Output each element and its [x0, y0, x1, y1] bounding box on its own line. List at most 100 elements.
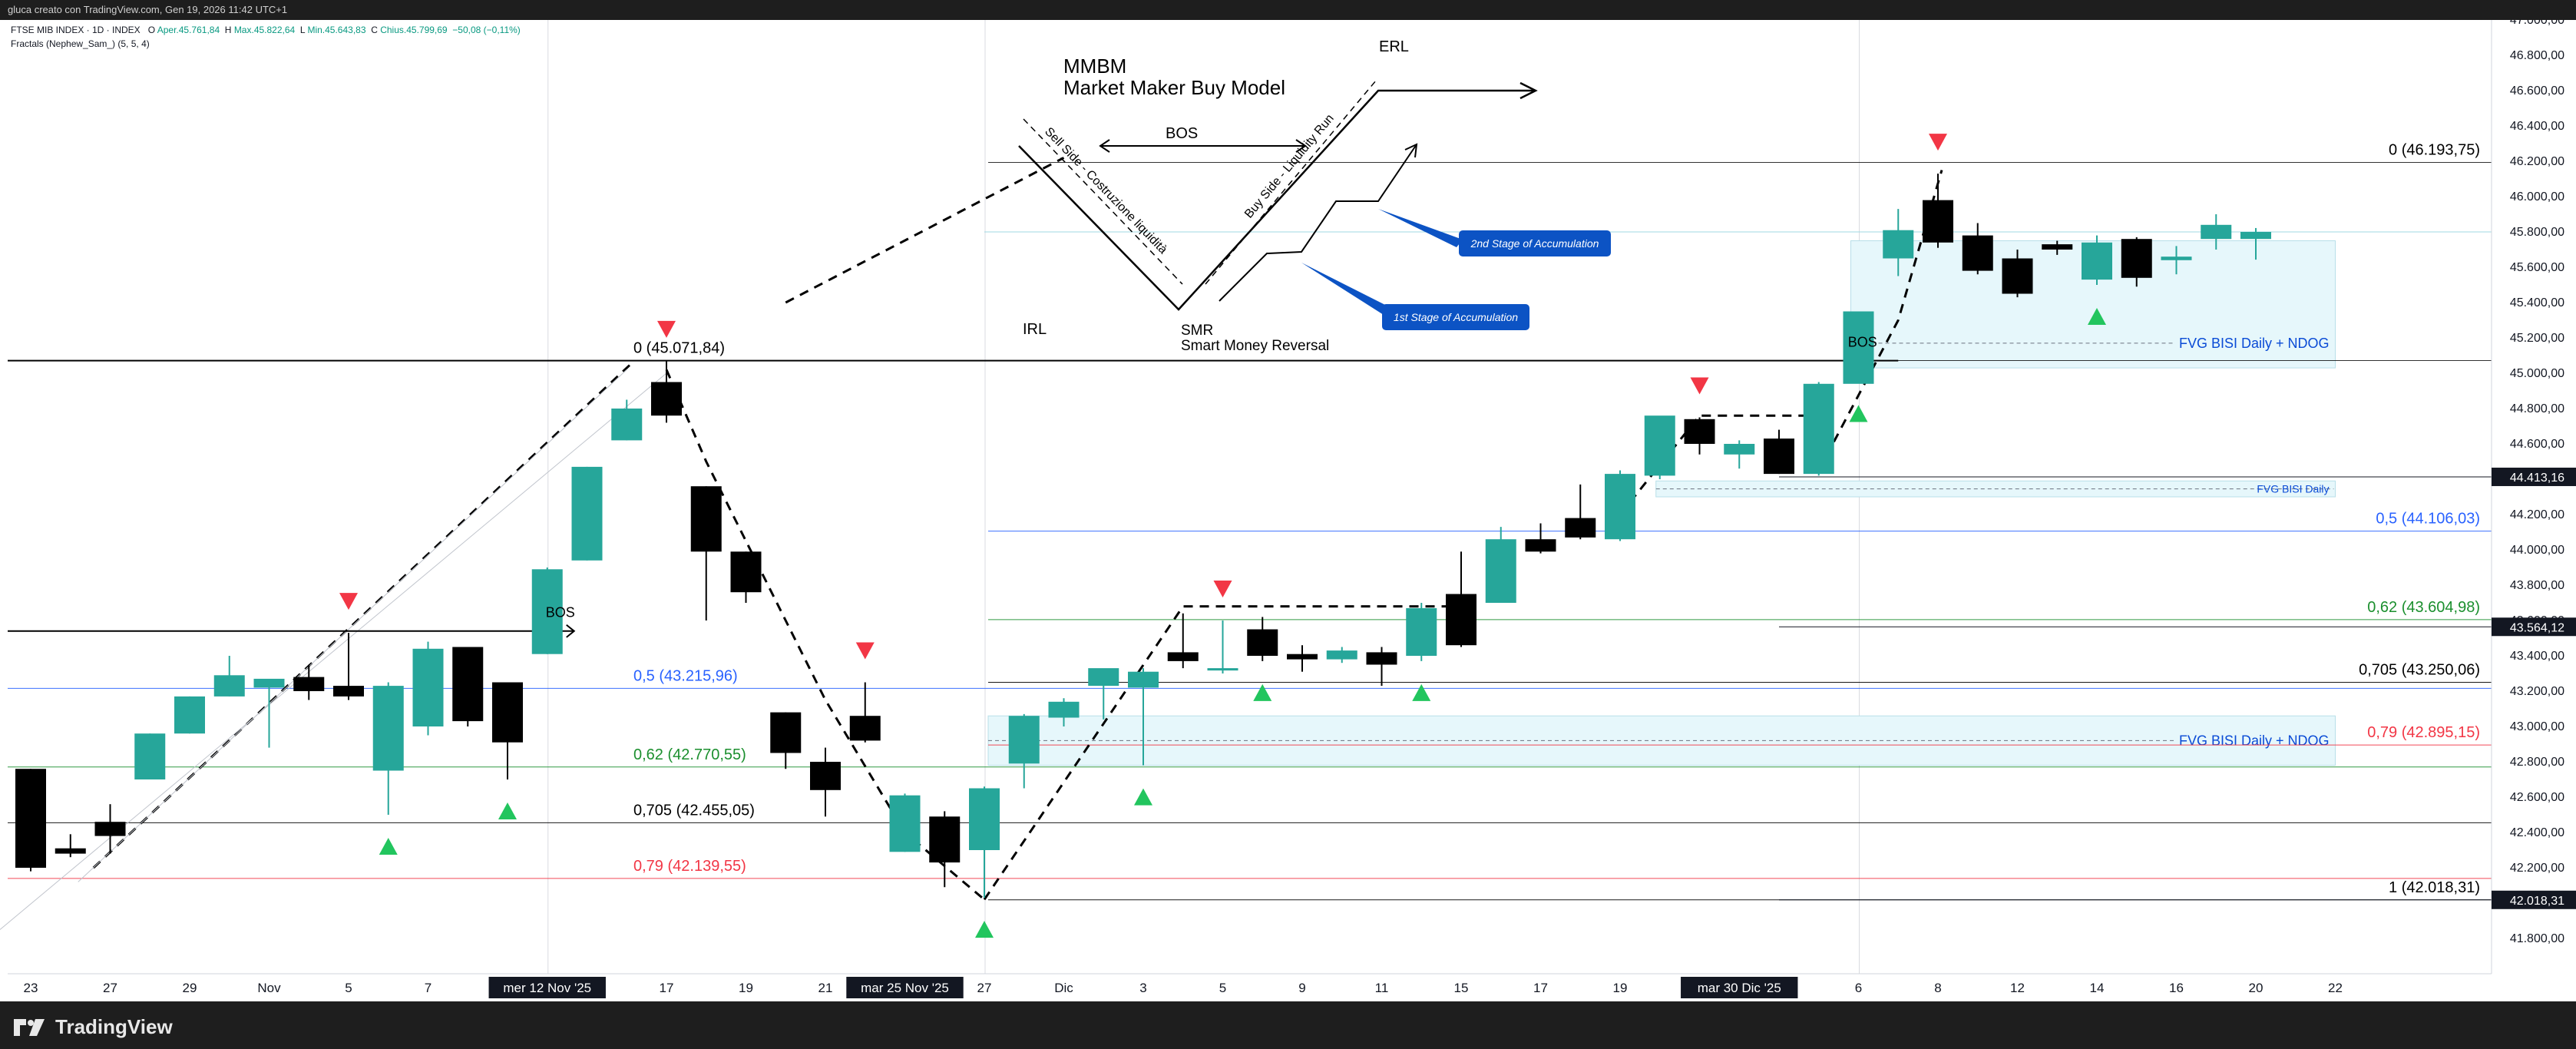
candle-body	[372, 686, 404, 771]
price-badge	[2492, 890, 2576, 909]
candle-body	[1923, 200, 1953, 243]
open-value: Aper.45.761,84	[157, 25, 220, 35]
time-badge-label: mer 12 Nov '25	[503, 981, 591, 995]
candle-body	[213, 675, 245, 697]
smr-description: Smart Money Reversal	[1181, 338, 1329, 354]
price-tick-label: 43.400,00	[2510, 650, 2564, 663]
markup-dashed-line	[1817, 170, 1943, 472]
footer-bar: TradingView	[0, 1001, 2576, 1049]
annotations: BOS BOS 2nd Stage of Accumulation 1st Stage…	[546, 38, 1877, 620]
drawings	[0, 80, 1943, 930]
fractal-down-marker	[657, 320, 676, 338]
time-tick-label: 15	[1454, 981, 1469, 995]
candle-body	[651, 382, 682, 416]
indicator-legend[interactable]: Fractals (Nephew_Sam_) (5, 5, 4)	[11, 38, 150, 49]
change-value: −50,08 (−0,11%)	[452, 25, 521, 35]
candle-body	[929, 816, 961, 863]
time-tick-label: 23	[24, 981, 38, 995]
callout-pointer	[1301, 263, 1390, 315]
bos-label: BOS	[546, 604, 575, 620]
price-badge	[2492, 467, 2576, 486]
price-tick-label: 45.600,00	[2510, 261, 2564, 274]
price-tick-label: 44.200,00	[2510, 508, 2564, 521]
fib-level-label: 0,62 (43.604,98)	[2367, 599, 2480, 616]
candle-body	[1088, 668, 1119, 687]
time-tick-label: 22	[2328, 981, 2343, 995]
fib-level-label: 1 (42.018,31)	[2389, 879, 2480, 896]
fvg-zone-label: FVG BISI Daily + NDOG	[2179, 336, 2330, 351]
candle-body	[1565, 518, 1596, 538]
candle-body	[412, 648, 444, 726]
candle-body	[2201, 224, 2232, 240]
price-badge-label: 42.018,31	[2510, 895, 2564, 908]
candle-body	[2121, 239, 2152, 278]
candle-body	[452, 647, 484, 722]
time-badge-label: mar 25 Nov '25	[861, 981, 949, 995]
price-tick-label: 44.600,00	[2510, 438, 2564, 451]
price-tick-label: 42.600,00	[2510, 791, 2564, 804]
fvg-zone-label: FVG BISI Daily	[2257, 483, 2329, 495]
callout-box-stage2	[1459, 230, 1611, 256]
time-tick-label: 16	[2169, 981, 2184, 995]
candle-body	[2240, 232, 2271, 240]
time-tick-label: 17	[1533, 981, 1548, 995]
time-tick-label: 9	[1298, 981, 1305, 995]
price-tick-label: 44.800,00	[2510, 402, 2564, 415]
price-tick-label: 46.400,00	[2510, 120, 2564, 133]
time-tick-label: 12	[2010, 981, 2025, 995]
header-bar: gluca creato con TradingView.com, Gen 19…	[0, 0, 2576, 20]
price-tick-label: 46.000,00	[2510, 190, 2564, 204]
time-tick-label: 14	[2090, 981, 2105, 995]
time-tick-label: 6	[1855, 981, 1862, 995]
candle-body	[531, 569, 563, 654]
candle-body	[333, 686, 364, 697]
time-badge-label: mar 30 Dic '25	[1698, 981, 1781, 995]
price-tick-label: 45.400,00	[2510, 296, 2564, 309]
fractal-up-marker	[1412, 683, 1431, 701]
time-tick-label: 20	[2249, 981, 2264, 995]
candle-body	[1605, 474, 1635, 540]
mmbm-schematic	[1018, 89, 1536, 311]
fib-level-label: 0 (45.071,84)	[633, 339, 725, 356]
candle-body	[810, 762, 841, 790]
candle-body	[1366, 652, 1397, 665]
fractal-up-marker	[1253, 683, 1272, 701]
time-tick-label: Dic	[1054, 981, 1073, 995]
candle-body	[293, 677, 325, 691]
low-label: L	[299, 25, 306, 35]
candle-body	[492, 682, 523, 743]
sell-side-dashed	[1023, 118, 1183, 285]
time-tick-label: 5	[1219, 981, 1226, 995]
time-tick-label: 8	[1934, 981, 1941, 995]
fractal-down-marker	[1213, 581, 1232, 597]
irl-label: IRL	[1023, 321, 1047, 338]
price-tick-label: 43.800,00	[2510, 579, 2564, 592]
candle-body	[1167, 652, 1199, 661]
time-tick-label: 17	[660, 981, 674, 995]
mmbm-title: MMBM	[1063, 55, 1126, 78]
close-value: Chius.45.799,69	[380, 25, 448, 35]
time-badge	[488, 977, 606, 998]
price-tick-label: 44.000,00	[2510, 544, 2564, 557]
tradingview-logo[interactable]: TradingView	[14, 1015, 173, 1039]
time-tick-label: 11	[1375, 981, 1389, 995]
fib-level-label: 0,5 (43.215,96)	[633, 667, 738, 684]
indicator-name: Fractals (Nephew_Sam_) (5, 5, 4)	[11, 38, 150, 49]
candle-body	[2161, 256, 2192, 260]
buy-side-dashed	[1205, 80, 1377, 285]
callout-pointer	[1378, 209, 1463, 247]
stage1-label: 1st Stage of Accumulation	[1394, 311, 1518, 323]
trendline-gray	[78, 369, 627, 882]
candle-body	[730, 551, 762, 593]
fib-level-label: 0,705 (43.250,06)	[2359, 661, 2480, 678]
projection-dashed-line	[785, 157, 1065, 304]
bos-arrow-right	[1295, 139, 1307, 153]
fib-level-label: 0 (46.193,75)	[2389, 141, 2480, 158]
candle-body	[690, 486, 722, 552]
symbol-legend: FTSE MIB INDEX · 1D · INDEX O Aper.45.76…	[11, 25, 521, 35]
candle-body	[1326, 650, 1357, 660]
price-tick-label: 45.000,00	[2510, 367, 2564, 380]
time-tick-label: 29	[183, 981, 197, 995]
candle-body	[1962, 235, 1993, 271]
